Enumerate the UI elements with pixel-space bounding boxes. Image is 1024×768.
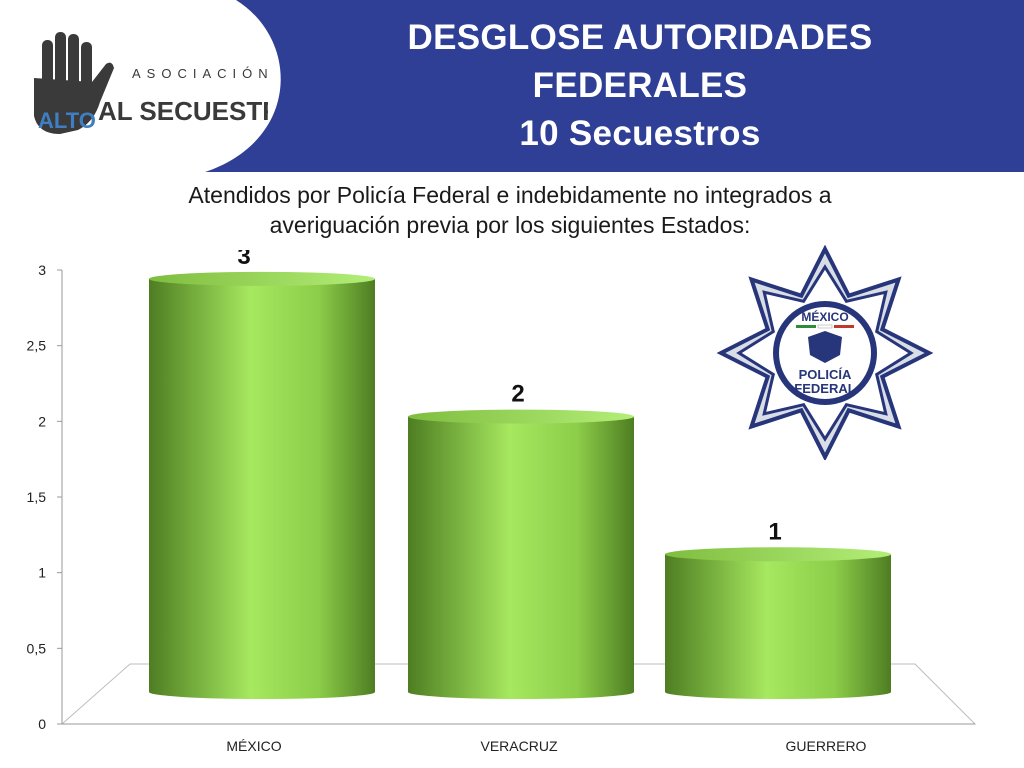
x-tick-label: MÉXICO bbox=[226, 738, 281, 754]
y-tick-label: 1,5 bbox=[27, 489, 47, 505]
logo-alto-text: ALTO bbox=[38, 108, 96, 133]
alto-al-secuestro-logo: ALTO ASOCIACIÓN AL SECUESTRO bbox=[34, 32, 268, 134]
y-tick-label: 0,5 bbox=[27, 640, 47, 656]
subtitle-line-1: Atendidos por Policía Federal e indebida… bbox=[188, 182, 832, 208]
badge-mexico-text: MÉXICO bbox=[801, 309, 848, 324]
x-tick-label: GUERRERO bbox=[786, 738, 867, 754]
hand-icon bbox=[34, 32, 114, 134]
data-label: 1 bbox=[768, 518, 781, 545]
y-tick-label: 2,5 bbox=[27, 338, 47, 354]
title-line-2: FEDERALES bbox=[532, 66, 748, 105]
logo-asociacion-text: ASOCIACIÓN bbox=[132, 66, 268, 81]
x-tick-label: VERACRUZ bbox=[480, 738, 557, 754]
subtitle-line-2: averiguación previa por los siguientes E… bbox=[269, 212, 751, 238]
logo-al-secuestro-text: AL SECUESTRO bbox=[98, 96, 268, 126]
bar-top bbox=[665, 547, 891, 562]
bars-group: 3 2 1 bbox=[149, 250, 891, 699]
page-title: DESGLOSE AUTORIDADES FEDERALES 10 Secues… bbox=[330, 14, 950, 158]
bar-chart: 0 0,5 1 1,5 2 2,5 3 3 2 1 MÉXICO VERACRUZ GUERRERO bbox=[27, 250, 977, 754]
policia-federal-badge: MÉXICO POLICÍA FEDERAL bbox=[716, 245, 934, 460]
badge-policia-text: POLICÍA bbox=[799, 367, 852, 382]
bar-méxico bbox=[149, 278, 375, 699]
y-tick-label: 2 bbox=[38, 413, 46, 429]
data-label: 2 bbox=[511, 381, 524, 408]
y-tick-label: 1 bbox=[38, 565, 46, 581]
badge-star-icon bbox=[716, 245, 934, 460]
bar-top bbox=[408, 409, 634, 424]
badge-federal-text: FEDERAL bbox=[794, 381, 855, 396]
y-tick-label: 3 bbox=[38, 262, 46, 278]
y-axis: 0 0,5 1 1,5 2 2,5 3 bbox=[27, 262, 975, 732]
title-line-3: 10 Secuestros bbox=[519, 114, 761, 153]
title-line-1: DESGLOSE AUTORIDADES bbox=[407, 18, 873, 57]
data-label: 3 bbox=[237, 250, 250, 270]
slide-subtitle: Atendidos por Policía Federal e indebida… bbox=[60, 180, 960, 240]
bar-guerrero bbox=[665, 554, 891, 699]
y-tick-label: 0 bbox=[38, 716, 46, 732]
bar-top bbox=[149, 271, 375, 286]
x-axis-labels: MÉXICO VERACRUZ GUERRERO bbox=[226, 738, 866, 754]
bar-veracruz bbox=[408, 416, 634, 699]
